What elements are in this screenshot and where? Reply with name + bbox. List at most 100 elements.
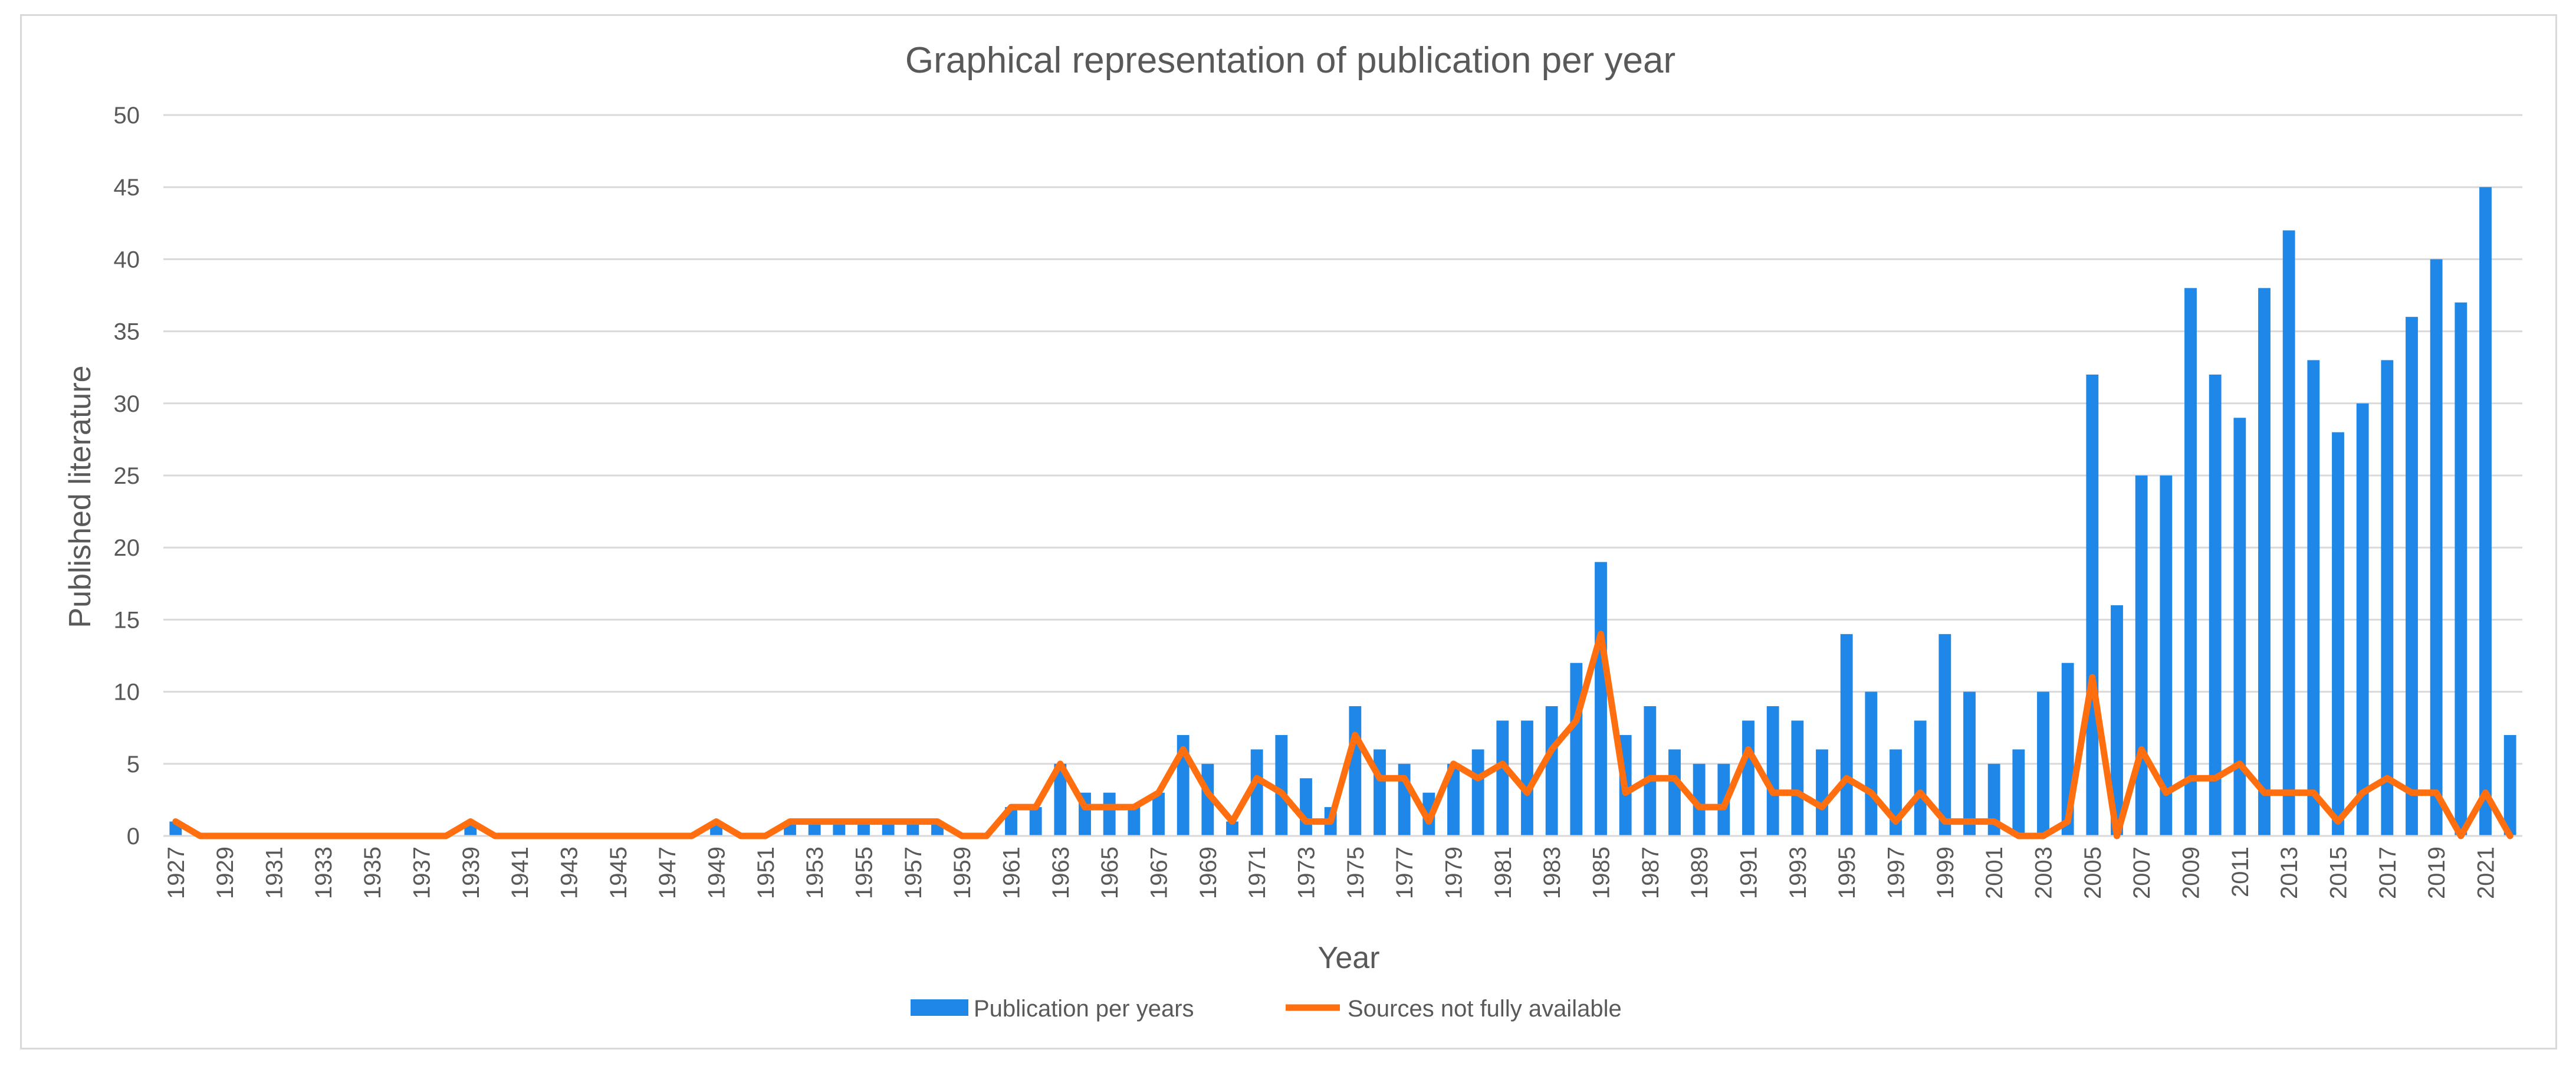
- x-tick-label: 1995: [1834, 847, 1860, 899]
- bar-1967: [1152, 792, 1165, 836]
- bar-2006: [2111, 605, 2123, 836]
- chart-svg: Graphical representation of publication …: [63, 40, 2522, 1022]
- x-tick-label: 1955: [852, 847, 878, 899]
- bar-2020: [2455, 302, 2467, 836]
- bar-1972: [1275, 734, 1288, 836]
- x-tick-label: 2003: [2031, 847, 2057, 899]
- bar-1989: [1693, 763, 1706, 836]
- bar-2008: [2160, 475, 2173, 836]
- x-tick-label: 1973: [1294, 847, 1320, 899]
- bar-1971: [1250, 749, 1263, 836]
- bar-1994: [1816, 749, 1828, 836]
- x-tick-label: 1961: [999, 847, 1025, 899]
- bar-2014: [2307, 360, 2320, 836]
- x-tick-label: 1933: [311, 847, 337, 899]
- x-tick-label: 1999: [1933, 847, 1959, 899]
- x-tick-label: 1991: [1736, 847, 1762, 899]
- x-tick-label: 1967: [1146, 847, 1172, 899]
- x-tick-label: 2005: [2080, 847, 2106, 899]
- bar-1981: [1496, 720, 1509, 836]
- legend-label-sources: Sources not fully available: [1348, 996, 1622, 1022]
- y-tick-label: 45: [114, 175, 140, 201]
- x-tick-label: 1989: [1687, 847, 1713, 899]
- bar-1998: [1914, 720, 1927, 836]
- x-tick-label: 1969: [1195, 847, 1221, 899]
- bar-2021: [2479, 187, 2492, 837]
- bar-2009: [2184, 288, 2197, 836]
- legend-label-publications: Publication per years: [974, 996, 1194, 1022]
- y-axis-ticks: 0 5 10 15 20 25 30 35 40 45 50: [114, 103, 140, 849]
- x-tick-label: 1927: [163, 847, 189, 899]
- bar-1988: [1668, 749, 1681, 836]
- x-tick-label: 2017: [2375, 847, 2401, 899]
- x-tick-label: 1965: [1097, 847, 1123, 899]
- x-tick-label: 2013: [2276, 847, 2302, 899]
- x-tick-label: 1943: [557, 847, 583, 899]
- legend: Publication per years Sources not fully …: [911, 996, 1622, 1022]
- bar-1987: [1644, 706, 1657, 836]
- bar-1982: [1521, 720, 1533, 836]
- chart-title: Graphical representation of publication …: [905, 40, 1675, 81]
- x-tick-label: 1931: [262, 847, 288, 899]
- bar-1966: [1128, 807, 1141, 836]
- x-tick-label: 1957: [901, 847, 926, 899]
- bar-2016: [2356, 403, 2369, 836]
- bar-1991: [1742, 720, 1754, 836]
- bar-2003: [2037, 691, 2049, 836]
- y-tick-label: 35: [114, 319, 140, 345]
- x-tick-label: 1981: [1490, 847, 1516, 899]
- bar-1956: [882, 821, 895, 836]
- bar-2000: [1963, 691, 1976, 836]
- x-tick-label: 1949: [704, 847, 730, 899]
- bar-1954: [833, 821, 846, 836]
- x-tick-label: 1975: [1343, 847, 1369, 899]
- x-tick-label: 1935: [360, 847, 386, 899]
- x-tick-label: 1983: [1539, 847, 1565, 899]
- y-tick-label: 15: [114, 607, 140, 633]
- x-tick-label: 2019: [2424, 847, 2450, 899]
- bar-1953: [808, 821, 821, 836]
- x-tick-label: 1953: [802, 847, 828, 899]
- bar-1996: [1865, 691, 1878, 836]
- bar-1957: [906, 821, 919, 836]
- bar-1963: [1054, 763, 1067, 836]
- x-tick-label: 1979: [1441, 847, 1467, 899]
- x-tick-label: 1951: [753, 847, 779, 899]
- bar-1977: [1398, 763, 1411, 836]
- x-tick-label: 2011: [2227, 847, 2253, 897]
- bar-2019: [2430, 259, 2443, 836]
- y-tick-label: 0: [127, 824, 140, 849]
- x-tick-label: 1977: [1392, 847, 1418, 899]
- bar-2015: [2332, 432, 2344, 836]
- x-tick-label: 1987: [1638, 847, 1664, 899]
- bar-2010: [2209, 374, 2222, 836]
- x-tick-label: 1937: [409, 847, 435, 899]
- x-tick-label: 1929: [212, 847, 238, 899]
- x-axis-ticks: 1927 1929 1931 1933 1935 1937 1939 1941 1943 1945…: [163, 847, 2499, 899]
- bar-1962: [1029, 807, 1042, 836]
- bar-1995: [1840, 634, 1853, 836]
- bar-1975: [1349, 706, 1362, 836]
- x-tick-label: 1993: [1785, 847, 1811, 899]
- bar-1979: [1447, 763, 1460, 836]
- bar-1970: [1226, 821, 1238, 836]
- y-tick-label: 40: [114, 247, 140, 273]
- bar-2007: [2135, 475, 2148, 836]
- x-tick-label: 1941: [507, 847, 533, 899]
- bar-1973: [1300, 778, 1312, 836]
- bar-2005: [2086, 374, 2099, 836]
- bar-2002: [2012, 749, 2025, 836]
- bar-2022: [2503, 734, 2516, 836]
- bar-2018: [2406, 317, 2418, 836]
- y-tick-label: 10: [114, 680, 140, 706]
- bar-series: [169, 187, 2516, 837]
- x-tick-label: 1985: [1589, 847, 1615, 899]
- bar-1980: [1471, 749, 1484, 836]
- x-tick-label: 1945: [606, 847, 632, 899]
- y-tick-label: 20: [114, 535, 140, 561]
- x-axis-title: Year: [1317, 941, 1379, 975]
- bar-2001: [1987, 763, 2000, 836]
- legend-swatch-publications: [911, 999, 968, 1016]
- grid-layer: [163, 114, 2522, 765]
- x-tick-label: 2007: [2129, 847, 2155, 899]
